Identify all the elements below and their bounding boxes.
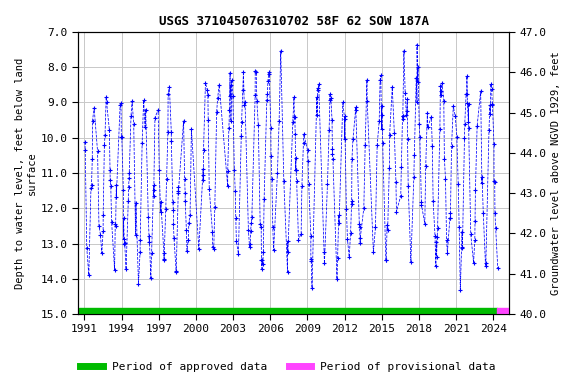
Y-axis label: Depth to water level, feet below land
surface: Depth to water level, feet below land su… (15, 57, 37, 289)
Title: USGS 371045076310702 58F 62 SOW 187A: USGS 371045076310702 58F 62 SOW 187A (159, 15, 429, 28)
Y-axis label: Groundwater level above NGVD 1929, feet: Groundwater level above NGVD 1929, feet (551, 51, 561, 295)
Legend: Period of approved data, Period of provisional data: Period of approved data, Period of provi… (76, 358, 500, 377)
